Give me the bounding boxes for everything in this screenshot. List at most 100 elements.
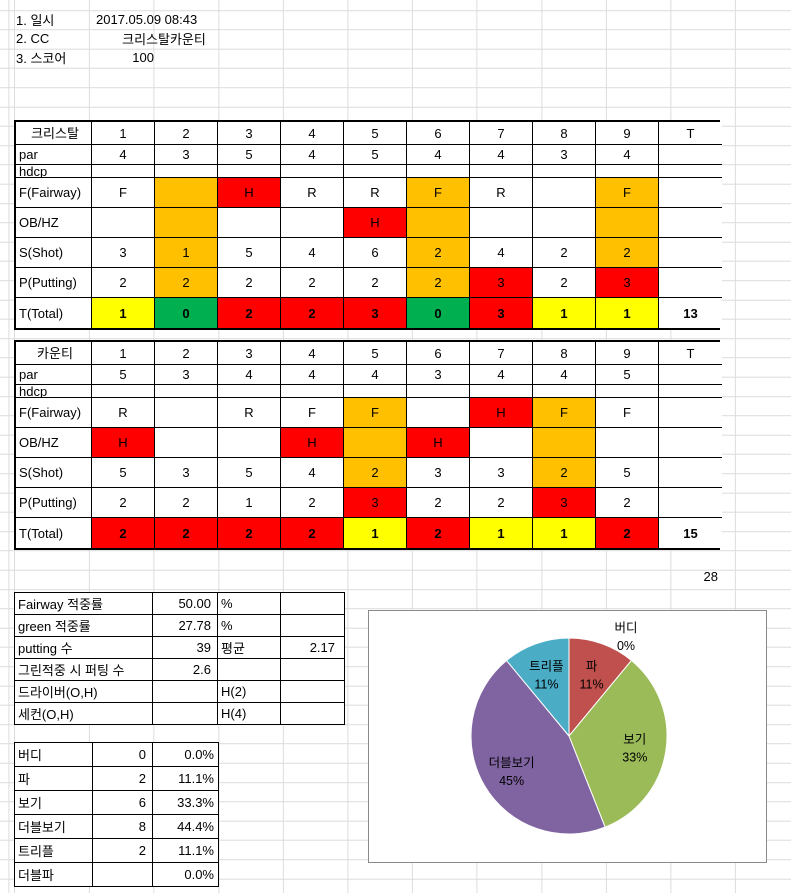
row-label-cell[interactable]: hdcp (16, 165, 92, 178)
stat-label-cell[interactable]: green 적중률 (15, 615, 153, 637)
row-label-cell[interactable]: T(Total) (16, 298, 92, 328)
summary-pct-cell[interactable]: 11.1% (153, 839, 219, 863)
score-cell[interactable] (281, 165, 344, 178)
stat-value-cell[interactable]: 2.6 (153, 659, 218, 681)
score-cell[interactable]: 2 (407, 268, 470, 298)
score-cell[interactable]: 2 (281, 268, 344, 298)
stat-extra-cell[interactable] (281, 703, 345, 725)
score-cell[interactable]: 3 (596, 268, 659, 298)
score-cell[interactable]: 2 (155, 488, 218, 518)
score-cell[interactable] (344, 428, 407, 458)
score-cell[interactable] (407, 208, 470, 238)
score-cell[interactable] (596, 208, 659, 238)
score-cell[interactable]: 3 (155, 365, 218, 385)
summary-count-cell[interactable]: 2 (93, 839, 153, 863)
score-cell[interactable]: 2 (407, 238, 470, 268)
summary-pct-cell[interactable]: 0.0% (153, 743, 219, 767)
score-cell[interactable]: 0 (155, 298, 218, 328)
stat-extra-cell[interactable] (281, 615, 345, 637)
score-cell[interactable] (659, 208, 722, 238)
score-cell[interactable]: 4 (281, 145, 344, 165)
hole-header-cell[interactable]: 6 (407, 122, 470, 145)
score-cell[interactable] (344, 385, 407, 398)
score-cell[interactable]: F (92, 178, 155, 208)
score-cell[interactable]: 1 (470, 518, 533, 548)
score-cell[interactable] (218, 385, 281, 398)
score-cell[interactable] (533, 428, 596, 458)
hole-header-cell[interactable]: 1 (92, 122, 155, 145)
hole-header-cell[interactable]: 7 (470, 122, 533, 145)
score-cell[interactable]: 2 (155, 268, 218, 298)
row-label-cell[interactable]: T(Total) (16, 518, 92, 548)
score-cell[interactable]: 2 (596, 518, 659, 548)
stat-extra-cell[interactable] (281, 659, 345, 681)
score-cell[interactable] (533, 208, 596, 238)
score-cell[interactable] (659, 365, 722, 385)
score-cell[interactable]: 2 (596, 238, 659, 268)
score-cell[interactable]: 1 (218, 488, 281, 518)
score-cell[interactable] (659, 268, 722, 298)
row-label-cell[interactable]: OB/HZ (16, 428, 92, 458)
score-cell[interactable] (407, 165, 470, 178)
score-cell[interactable]: H (470, 398, 533, 428)
summary-label-cell[interactable]: 더블파 (15, 863, 93, 887)
score-cell[interactable]: R (470, 178, 533, 208)
score-cell[interactable]: 2 (155, 518, 218, 548)
row-label-cell[interactable]: par (16, 365, 92, 385)
stat-extra-cell[interactable] (281, 593, 345, 615)
score-cell[interactable]: 4 (218, 365, 281, 385)
hole-header-cell[interactable]: 7 (470, 342, 533, 365)
pie-slice-3[interactable] (470, 659, 606, 835)
score-cell[interactable]: 4 (470, 365, 533, 385)
score-cell[interactable]: 4 (281, 458, 344, 488)
score-cell[interactable]: 2 (218, 268, 281, 298)
score-cell[interactable] (281, 385, 344, 398)
stat-label-cell[interactable]: 그린적중 시 퍼팅 수 (15, 659, 153, 681)
score-cell[interactable]: 3 (407, 458, 470, 488)
score-cell[interactable]: H (218, 178, 281, 208)
score-cell[interactable] (596, 385, 659, 398)
score-cell[interactable] (218, 428, 281, 458)
score-cell[interactable]: 3 (344, 298, 407, 328)
score-cell[interactable]: 5 (92, 458, 155, 488)
hole-header-cell[interactable]: 8 (533, 122, 596, 145)
score-cell[interactable]: F (344, 398, 407, 428)
score-cell[interactable]: 5 (344, 145, 407, 165)
stat-value-cell[interactable] (153, 703, 218, 725)
stat-value-cell[interactable]: 39 (153, 637, 218, 659)
score-cell[interactable] (155, 428, 218, 458)
grand-total-cell[interactable]: 28 (703, 569, 718, 584)
score-cell[interactable] (659, 178, 722, 208)
summary-count-cell[interactable] (93, 863, 153, 887)
score-cell[interactable] (155, 398, 218, 428)
summary-label-cell[interactable]: 트리플 (15, 839, 93, 863)
stat-label-cell[interactable]: 드라이버(O,H) (15, 681, 153, 703)
score-cell[interactable] (92, 208, 155, 238)
stat-unit-cell[interactable]: % (218, 593, 281, 615)
score-cell[interactable]: 4 (281, 365, 344, 385)
score-cell[interactable] (659, 165, 722, 178)
summary-pct-cell[interactable]: 33.3% (153, 791, 219, 815)
score-cell[interactable]: 1 (155, 238, 218, 268)
summary-count-cell[interactable]: 6 (93, 791, 153, 815)
score-cell[interactable]: F (407, 178, 470, 208)
score-cell[interactable]: H (407, 428, 470, 458)
score-cell[interactable]: 2 (281, 298, 344, 328)
score-cell[interactable]: 2 (407, 518, 470, 548)
pie-slice-1[interactable] (568, 637, 633, 738)
score-distribution-pie-chart[interactable]: 버디 0% 파 11% 보기 33% 더블보기 45% 트리플 11% (368, 610, 767, 863)
score-cell[interactable]: 5 (218, 238, 281, 268)
info-value-cell[interactable]: 2017.05.09 08:43 (96, 12, 198, 27)
pie-slice-4[interactable] (505, 637, 570, 738)
stat-value-cell[interactable]: 50.00 (153, 593, 218, 615)
score-cell[interactable] (407, 398, 470, 428)
score-cell[interactable] (470, 428, 533, 458)
table-name-cell[interactable]: 카운티 (16, 342, 92, 365)
score-cell[interactable]: R (218, 398, 281, 428)
score-cell[interactable] (659, 458, 722, 488)
score-cell[interactable]: 1 (533, 518, 596, 548)
score-cell[interactable]: 4 (407, 145, 470, 165)
score-cell[interactable]: 5 (218, 145, 281, 165)
score-cell[interactable]: 3 (533, 145, 596, 165)
row-label-cell[interactable]: P(Putting) (16, 268, 92, 298)
